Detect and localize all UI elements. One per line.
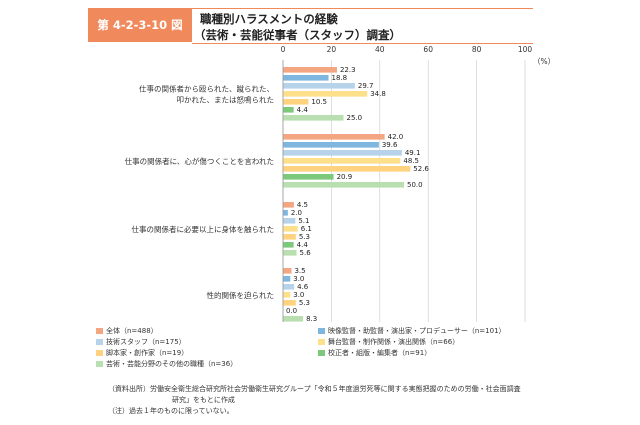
legend-item: 校正者・組版・編集者（n=91）: [318, 348, 431, 358]
legend-label: 全体（n=488）: [106, 327, 158, 335]
data-label: 4.4: [297, 241, 309, 249]
x-tick-label: 80: [472, 45, 482, 54]
bar: [283, 210, 288, 216]
bar: [283, 226, 298, 232]
bar: [283, 316, 304, 322]
data-label: 52.6: [413, 165, 429, 173]
data-label: 10.5: [311, 98, 327, 106]
x-tick-label: 60: [423, 45, 433, 54]
data-label: 5.3: [299, 299, 310, 307]
legend-swatch: [96, 350, 103, 356]
bar-chart: 0 20 40 60 80 100（%） 仕事の関係者から殴られた、蹴られた、叩かれた、また…: [125, 45, 556, 323]
data-label: 4.4: [297, 106, 309, 114]
bar: [283, 202, 294, 208]
category-label: 仕事の関係者から殴られた、蹴られた、: [139, 83, 274, 93]
bar: [283, 284, 295, 290]
data-label: 0.0: [286, 307, 297, 315]
data-label: 39.6: [382, 141, 398, 149]
legend-item: 全体（n=488）: [96, 326, 158, 336]
data-label: 25.0: [347, 114, 363, 122]
legend-item: 脚本家・創作家（n=19）: [96, 348, 188, 358]
bar: [283, 107, 294, 113]
legend-label: 舞台監督・制作関係・演出関係（n=66）: [328, 338, 460, 346]
data-label: 4.5: [297, 201, 308, 209]
data-label: 34.8: [370, 90, 386, 98]
category-label: 性的関係を迫られた: [207, 290, 275, 300]
bar: [283, 182, 404, 188]
data-label: 5.6: [300, 249, 312, 257]
bar: [283, 300, 296, 306]
legend-label: 映像監督・助監督・演出家・プロデューサー（n=101）: [328, 327, 506, 335]
legend-item: 映像監督・助監督・演出家・プロデューサー（n=101）: [318, 326, 506, 336]
footnote: （注）過去１年のものに限っていない。: [108, 407, 234, 415]
bar: [283, 99, 309, 105]
legend-label: 校正者・組版・編集者（n=91）: [328, 349, 432, 357]
x-tick-label: 40: [375, 45, 385, 54]
bar: [283, 150, 402, 156]
data-label: 48.5: [403, 157, 419, 165]
bar: [283, 134, 385, 140]
x-tick-label: 0: [281, 45, 286, 54]
bar: [283, 218, 296, 224]
bar: [283, 166, 411, 172]
legend-swatch: [318, 328, 325, 334]
bar: [283, 174, 334, 180]
legend-label: 技術スタッフ（n=175）: [106, 338, 186, 346]
data-label: 29.7: [358, 82, 374, 90]
bar: [283, 115, 344, 121]
bar: [283, 142, 379, 148]
figure-notes: （資料出所）労働安全衛生総合研究所社会労働衛生研究グループ「令和５年度過労死等に…: [108, 384, 548, 417]
data-label: 50.0: [407, 181, 423, 189]
bar: [283, 158, 401, 164]
figure-subtitle: （芸術・芸能従事者（スタッフ）調査）: [194, 28, 401, 42]
data-label: 18.8: [331, 74, 347, 82]
source-note-line2: 研究」をもとに作成: [172, 396, 235, 404]
legend-swatch: [318, 350, 325, 356]
legend-swatch: [96, 328, 103, 334]
bar: [283, 276, 291, 282]
bar: [283, 234, 296, 240]
source-note-line1: （資料出所）労働安全衛生総合研究所社会労働衛生研究グループ「令和５年度過労死等に…: [108, 385, 521, 393]
data-label: 3.5: [294, 267, 305, 275]
figure-header: 第 4-2-3-10 図 職種別ハラスメントの経験 （芸術・芸能従事者（スタッフ…: [88, 8, 533, 44]
legend-item: 芸術・芸能分野のその他の職種（n=36）: [96, 359, 237, 369]
bar: [283, 91, 368, 97]
legend-label: 脚本家・創作家（n=19）: [106, 349, 189, 357]
bar: [283, 83, 355, 89]
data-label: 5.3: [299, 233, 310, 241]
data-label: 4.6: [297, 283, 309, 291]
bar: [283, 67, 337, 73]
legend-swatch: [96, 339, 103, 345]
bar: [283, 250, 297, 256]
figure-title-box: 職種別ハラスメントの経験 （芸術・芸能従事者（スタッフ）調査）: [192, 8, 533, 44]
category-label: 仕事の関係者に、心が傷つくことを言われた: [125, 156, 274, 166]
figure-title: 職種別ハラスメントの経験: [200, 12, 338, 26]
data-label: 22.3: [340, 66, 356, 74]
legend-swatch: [318, 339, 325, 345]
data-label: 49.1: [405, 149, 421, 157]
category-label: 叩かれた、または怒鳴られた: [177, 94, 275, 104]
legend-item: 技術スタッフ（n=175）: [96, 337, 186, 347]
data-label: 3.0: [293, 291, 304, 299]
data-label: 20.9: [337, 173, 353, 181]
data-label: 5.1: [298, 217, 309, 225]
category-label: 仕事の関係者に必要以上に身体を触られた: [132, 224, 275, 234]
legend-swatch: [96, 361, 103, 367]
data-label: 3.0: [293, 275, 304, 283]
x-tick-label: 20: [327, 45, 337, 54]
data-label: 2.0: [291, 209, 302, 217]
unit-label: （%）: [533, 57, 555, 66]
bar: [283, 75, 329, 81]
x-tick-label: 100: [518, 45, 533, 54]
data-label: 8.3: [306, 315, 317, 323]
bar: [283, 268, 292, 274]
figure-number-label: 第 4-2-3-10 図: [88, 8, 192, 42]
legend-label: 芸術・芸能分野のその他の職種（n=36）: [106, 360, 238, 368]
bar: [283, 292, 291, 298]
data-label: 42.0: [388, 133, 404, 141]
legend-item: 舞台監督・制作関係・演出関係（n=66）: [318, 337, 459, 347]
bar: [283, 242, 294, 248]
data-label: 6.1: [301, 225, 312, 233]
